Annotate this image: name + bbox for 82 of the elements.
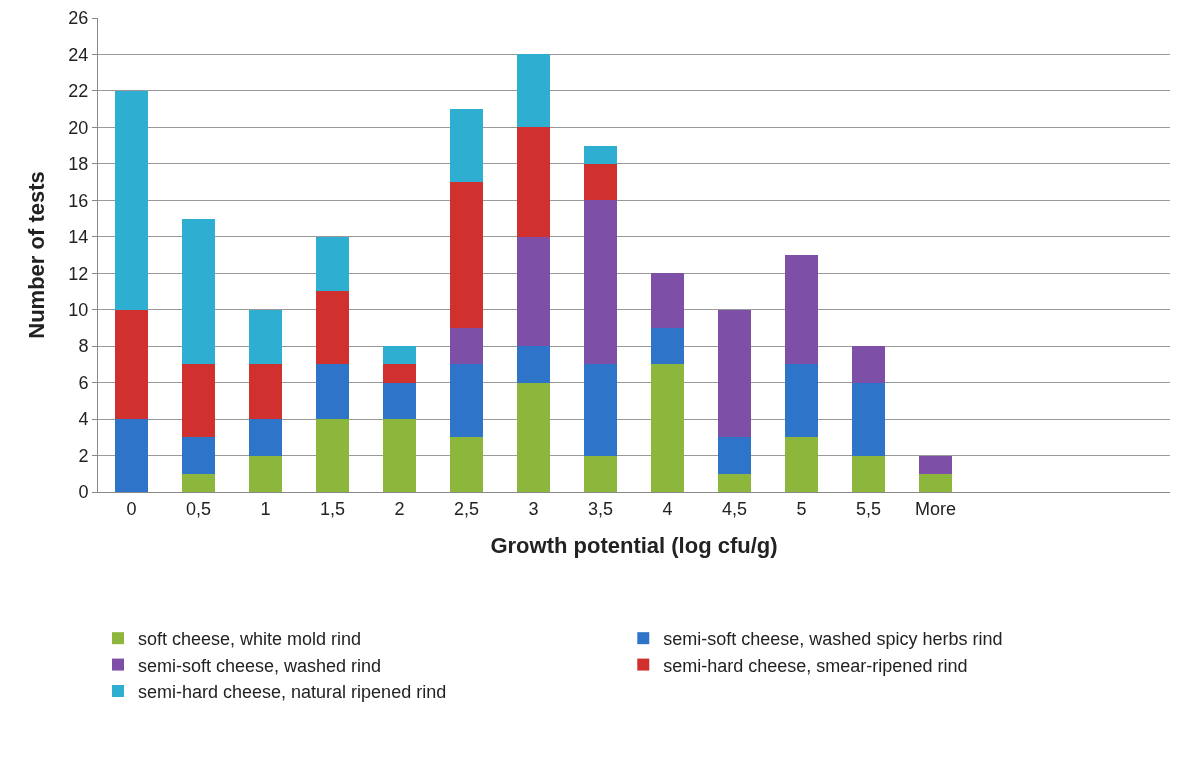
- legend-label: semi-hard cheese, natural ripened rind: [138, 682, 447, 702]
- y-tick-label: 2: [78, 445, 89, 466]
- bar: [181, 364, 216, 438]
- bar: [315, 364, 350, 420]
- bar: [650, 273, 685, 328]
- bar: [650, 364, 685, 492]
- legend-label: semi-hard cheese, smear-ripened rind: [663, 655, 968, 676]
- bar: [516, 54, 551, 128]
- bar: [516, 127, 551, 237]
- x-tick-label: 5,5: [855, 498, 882, 519]
- bar: [181, 437, 216, 474]
- bar: [583, 455, 618, 492]
- x-tick-label: 1,5: [319, 498, 346, 519]
- bar: [315, 419, 350, 492]
- y-tick-label: 14: [68, 227, 89, 248]
- x-tick-label: 0: [126, 498, 137, 519]
- bar: [583, 145, 618, 164]
- bar: [181, 218, 216, 365]
- bar: [583, 163, 618, 201]
- bar: [918, 455, 953, 474]
- x-tick-label: 2: [394, 498, 405, 519]
- x-axis-title: Growth potential (log cfu/g): [490, 533, 778, 559]
- y-tick-label: 26: [68, 8, 89, 29]
- x-tick-label: 4,5: [721, 498, 748, 519]
- bar: [382, 419, 417, 492]
- bar: [248, 419, 283, 456]
- bar: [315, 291, 350, 365]
- bar: [583, 200, 618, 365]
- x-tick-label: 5: [796, 498, 807, 519]
- bar: [717, 437, 752, 474]
- bar: [248, 364, 283, 420]
- y-tick-label: 10: [68, 299, 89, 320]
- x-tick-label: 2,5: [453, 498, 480, 519]
- bar: [181, 473, 216, 492]
- bar: [315, 236, 350, 292]
- x-tick-label: 4: [662, 498, 673, 519]
- bar: [516, 382, 551, 492]
- bar: [114, 309, 149, 420]
- bar: [449, 109, 484, 183]
- bar: [516, 346, 551, 383]
- y-tick-label: 20: [68, 117, 89, 138]
- bar: [583, 364, 618, 456]
- bar: [784, 255, 819, 365]
- legend-label: semi-soft cheese, washed spicy herbs rind: [663, 629, 1003, 650]
- x-tick-label: 3: [528, 498, 539, 519]
- bar: [449, 437, 484, 492]
- x-tick-label: 3,5: [587, 498, 614, 519]
- bar: [851, 455, 886, 492]
- bar: [717, 473, 752, 492]
- y-axis-title: Number of tests: [24, 171, 49, 339]
- bar: [449, 327, 484, 365]
- bar: [382, 382, 417, 420]
- bar: [114, 90, 149, 310]
- bar: [114, 419, 149, 492]
- bar: [717, 309, 752, 438]
- bar: [650, 327, 685, 365]
- y-tick-label: 18: [68, 154, 89, 175]
- bar: [918, 473, 953, 492]
- bar: [784, 437, 819, 492]
- bar: [382, 346, 417, 365]
- bar: [516, 236, 551, 347]
- y-tick-label: 24: [68, 44, 89, 65]
- y-tick-label: 4: [78, 409, 89, 430]
- legend-label: semi-soft cheese, washed rind: [138, 655, 382, 676]
- bar: [248, 309, 283, 365]
- y-tick-label: 6: [78, 372, 89, 393]
- x-tick-label: 1: [260, 498, 271, 519]
- bar: [784, 364, 819, 438]
- bar: [382, 364, 417, 383]
- x-tick-label: More: [914, 498, 957, 519]
- y-tick-label: 12: [68, 263, 89, 284]
- bar: [449, 182, 484, 328]
- y-tick-label: 16: [68, 190, 89, 211]
- y-tick-label: 8: [78, 336, 89, 357]
- bar: [851, 346, 886, 383]
- y-tick-label: 0: [78, 482, 89, 503]
- bar: [248, 455, 283, 492]
- x-tick-label: 0,5: [185, 498, 212, 519]
- legend-label: soft cheese, white mold rind: [138, 629, 362, 650]
- y-tick-label: 22: [68, 81, 89, 102]
- bar: [449, 364, 484, 438]
- bar: [851, 382, 886, 456]
